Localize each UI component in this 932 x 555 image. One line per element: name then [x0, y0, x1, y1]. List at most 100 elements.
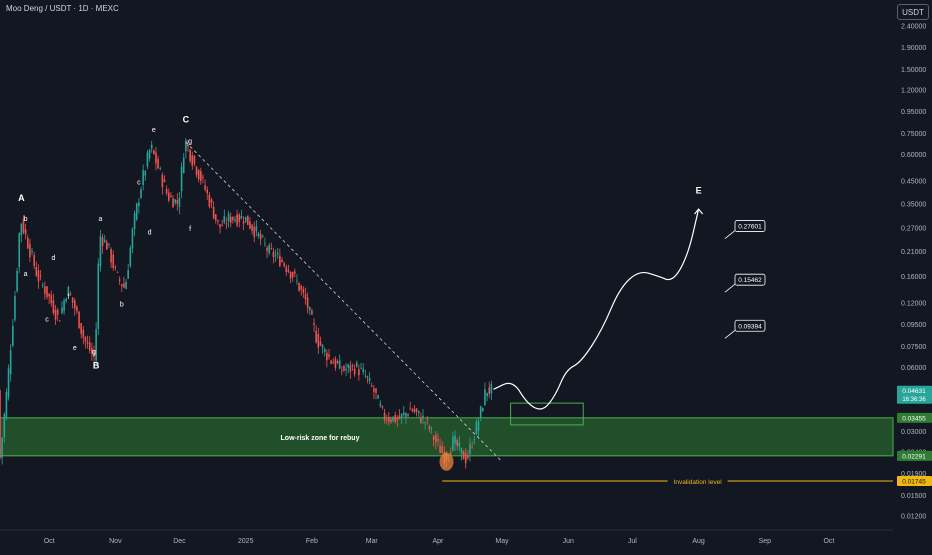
currency-button[interactable]: USDT	[897, 4, 929, 20]
candle-body	[118, 279, 121, 281]
candle	[86, 335, 89, 349]
candle	[385, 414, 388, 425]
candle	[3, 412, 6, 444]
candle-body	[229, 216, 232, 223]
price-tick-label: 0.12000	[901, 301, 926, 308]
candle	[276, 248, 279, 259]
candle-body	[16, 270, 18, 292]
candle-body	[108, 243, 110, 245]
candle	[353, 364, 356, 377]
candle	[172, 195, 174, 208]
candle-body	[332, 361, 335, 364]
symbol-title: Moo Deng / USDT · 1D · MEXC	[6, 4, 119, 13]
price-tag-countdown: 16:36:36	[902, 397, 926, 403]
wave-label-minor: b	[120, 302, 124, 309]
time-tick-label: Mar	[366, 538, 379, 545]
candle	[50, 290, 53, 307]
candle	[261, 234, 264, 238]
candle-body	[328, 354, 330, 357]
candle-body	[488, 387, 491, 394]
time-tick-label: Dec	[173, 538, 186, 545]
candle	[0, 389, 1, 460]
candle	[402, 405, 405, 418]
candle	[341, 365, 343, 376]
candle	[129, 245, 132, 268]
candle-body	[268, 245, 270, 253]
candle	[370, 382, 373, 388]
candle	[140, 186, 142, 200]
price-tick-label: 1.90000	[901, 45, 926, 52]
candle	[219, 224, 221, 234]
candle	[477, 417, 480, 437]
candle	[189, 148, 191, 164]
candle	[12, 319, 14, 348]
price-tag-label: 0.02291	[902, 453, 926, 460]
wave-label-minor: e	[73, 345, 77, 352]
candle	[347, 363, 350, 374]
candle	[270, 242, 273, 250]
candle-body	[24, 229, 27, 235]
candle-body	[232, 216, 234, 221]
candle-body	[116, 271, 119, 273]
candle-body	[270, 248, 273, 249]
candle-body	[129, 247, 132, 266]
candle-body	[289, 271, 292, 279]
projection-arrowhead	[694, 208, 704, 215]
price-tick-label: 0.75000	[901, 131, 926, 138]
candle-body	[240, 215, 243, 219]
price-tag	[897, 385, 932, 404]
candle	[223, 209, 226, 225]
candle	[251, 224, 253, 235]
candle	[462, 450, 465, 460]
candle-body	[460, 447, 463, 454]
wave-label-minor: e	[152, 127, 156, 134]
candle	[407, 412, 409, 419]
candle-body	[306, 297, 309, 308]
candle-body	[255, 226, 258, 232]
candle	[69, 291, 72, 296]
candle-body	[283, 263, 285, 267]
candle-body	[426, 418, 429, 420]
candle-body	[424, 422, 426, 423]
candle-body	[366, 376, 369, 378]
candle-body	[373, 388, 375, 392]
candle-body	[86, 342, 89, 344]
candle-body	[441, 446, 444, 454]
candle-body	[67, 286, 70, 295]
candle	[479, 405, 482, 422]
price-tick-label: 0.35000	[901, 202, 926, 209]
price-tick-label: 0.09500	[901, 322, 926, 329]
candle-body	[153, 150, 155, 154]
candle	[486, 392, 488, 402]
descending-trendline	[185, 141, 503, 462]
wave-label-minor: f	[189, 226, 191, 233]
candle	[336, 359, 339, 365]
time-tick-label: Feb	[306, 538, 318, 545]
candle	[449, 447, 452, 455]
wave-label-major: C	[183, 115, 190, 125]
candle-body	[227, 213, 230, 222]
wave-label-minor: f	[67, 294, 69, 301]
time-tick-label: Jun	[563, 538, 574, 545]
candle-body	[114, 267, 117, 269]
candle-body	[3, 414, 6, 438]
candle	[321, 343, 324, 354]
candle	[381, 405, 384, 410]
candle	[452, 432, 454, 452]
wave-label-minor: g	[92, 349, 96, 356]
candle-body	[52, 300, 55, 314]
price-tick-label: 1.20000	[901, 88, 926, 95]
candle	[26, 234, 29, 250]
candle	[396, 415, 399, 428]
candle-body	[330, 360, 332, 364]
candle-body	[0, 390, 1, 458]
wave-label-major: A	[18, 193, 25, 203]
candle	[73, 298, 76, 316]
candle	[296, 274, 298, 285]
candle-body	[80, 323, 82, 334]
candle-body	[317, 333, 320, 348]
candle-body	[103, 239, 106, 242]
candle-body	[76, 306, 78, 312]
